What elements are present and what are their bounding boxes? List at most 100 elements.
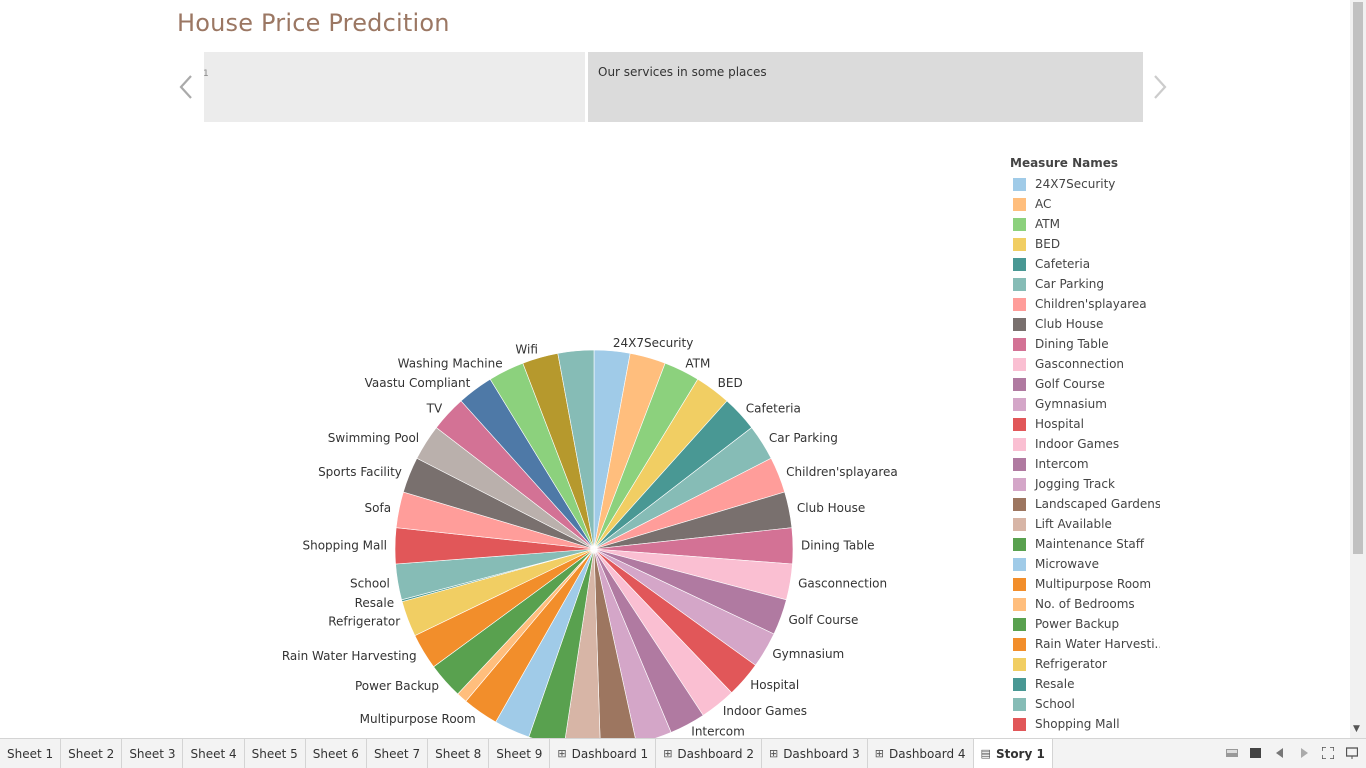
scroll-down-icon[interactable]: ▼ bbox=[1353, 724, 1360, 734]
legend-item[interactable]: BED bbox=[1010, 234, 1160, 254]
legend-item[interactable]: Shopping Mall bbox=[1010, 714, 1160, 734]
pie-slice-label: Sofa bbox=[365, 501, 392, 515]
legend-item[interactable]: Landscaped Gardens bbox=[1010, 494, 1160, 514]
legend-swatch bbox=[1013, 457, 1026, 471]
legend-item[interactable]: No. of Bedrooms bbox=[1010, 594, 1160, 614]
fullscreen-icon[interactable] bbox=[1322, 747, 1334, 759]
legend-item[interactable]: AC bbox=[1010, 194, 1160, 214]
prev-sheet-icon[interactable] bbox=[1274, 747, 1286, 759]
legend-swatch bbox=[1013, 677, 1026, 691]
tab-label: Sheet 6 bbox=[312, 746, 359, 761]
legend-item-label: 24X7Security bbox=[1035, 177, 1116, 191]
legend-item[interactable]: Golf Course bbox=[1010, 374, 1160, 394]
vertical-scrollbar[interactable]: ▼ bbox=[1350, 0, 1366, 738]
pie-slice-label: Gymnasium bbox=[772, 647, 844, 661]
tab-dashboard-4[interactable]: ⊞ Dashboard 4 bbox=[868, 739, 974, 768]
legend-item[interactable]: Refrigerator bbox=[1010, 654, 1160, 674]
legend-item[interactable]: Maintenance Staff bbox=[1010, 534, 1160, 554]
pie-slice-label: Intercom bbox=[691, 725, 745, 738]
tab-sheet-3[interactable]: Sheet 3 bbox=[122, 739, 184, 768]
legend-item[interactable]: Car Parking bbox=[1010, 274, 1160, 294]
legend-item[interactable]: Lift Available bbox=[1010, 514, 1160, 534]
tab-label: Dashboard 1 bbox=[571, 746, 649, 761]
tab-sheet-1[interactable]: Sheet 1 bbox=[0, 739, 62, 768]
legend-item-label: Rain Water Harvesti.. bbox=[1035, 637, 1160, 651]
legend-item[interactable]: Multipurpose Room bbox=[1010, 574, 1160, 594]
legend-item-label: Dining Table bbox=[1035, 337, 1109, 351]
legend-swatch bbox=[1013, 217, 1026, 231]
pie-slice-label: ATM bbox=[685, 356, 710, 370]
pie-slice-label: 24X7Security bbox=[613, 336, 693, 350]
legend-item[interactable]: Cafeteria bbox=[1010, 254, 1160, 274]
pie-slice[interactable] bbox=[564, 548, 601, 738]
legend-swatch bbox=[1013, 477, 1026, 491]
tab-label: Dashboard 2 bbox=[677, 746, 754, 761]
pie-slice-label: Wifi bbox=[515, 343, 538, 357]
legend-item-label: Hospital bbox=[1035, 417, 1084, 431]
legend-item[interactable]: Power Backup bbox=[1010, 614, 1160, 634]
legend-swatch bbox=[1013, 617, 1026, 631]
previous-point-button[interactable] bbox=[174, 70, 198, 104]
legend-item[interactable]: Jogging Track bbox=[1010, 474, 1160, 494]
legend-item-label: Refrigerator bbox=[1035, 657, 1107, 671]
tab-dashboard-1[interactable]: ⊞ Dashboard 1 bbox=[550, 739, 657, 768]
tab-sheet-2[interactable]: Sheet 2 bbox=[61, 739, 123, 768]
legend-item-label: Golf Course bbox=[1035, 377, 1105, 391]
legend-item[interactable]: Microwave bbox=[1010, 554, 1160, 574]
legend-item-label: Lift Available bbox=[1035, 517, 1112, 531]
legend-item[interactable]: 24X7Security bbox=[1010, 174, 1160, 194]
story-point-2[interactable]: Our services in some places bbox=[588, 52, 1143, 122]
tab-sheet-8[interactable]: Sheet 8 bbox=[428, 739, 490, 768]
legend-item[interactable]: Dining Table bbox=[1010, 334, 1160, 354]
pie-slice[interactable] bbox=[557, 349, 595, 550]
tab-sheet-7[interactable]: Sheet 7 bbox=[367, 739, 429, 768]
legend-swatch bbox=[1013, 277, 1026, 291]
tab-sheet-9[interactable]: Sheet 9 bbox=[489, 739, 551, 768]
legend-item[interactable]: Resale bbox=[1010, 674, 1160, 694]
legend-item-label: Multipurpose Room bbox=[1035, 577, 1152, 591]
legend-item[interactable]: Rain Water Harvesti.. bbox=[1010, 634, 1160, 654]
legend-swatch bbox=[1013, 637, 1026, 651]
legend-item[interactable]: Intercom bbox=[1010, 454, 1160, 474]
pie-slice-label: Power Backup bbox=[355, 679, 439, 693]
tab-controls bbox=[1226, 747, 1358, 759]
pie-slice[interactable] bbox=[593, 548, 636, 738]
pie-slice-label: Golf Course bbox=[788, 613, 858, 627]
legend-swatch bbox=[1013, 317, 1026, 331]
legend-item-label: School bbox=[1035, 697, 1075, 711]
sheet-sorter-icon[interactable] bbox=[1226, 747, 1238, 759]
story-point-2-caption: Our services in some places bbox=[598, 65, 767, 79]
pie-slice[interactable] bbox=[593, 548, 672, 738]
legend-item[interactable]: Indoor Games bbox=[1010, 434, 1160, 454]
tab-dashboard-3[interactable]: ⊞ Dashboard 3 bbox=[762, 739, 868, 768]
legend-swatch bbox=[1013, 257, 1026, 271]
legend-item[interactable]: Club House bbox=[1010, 314, 1160, 334]
legend-item[interactable]: Children'splayarea bbox=[1010, 294, 1160, 314]
legend-item[interactable]: Gasconnection bbox=[1010, 354, 1160, 374]
legend-item[interactable]: ATM bbox=[1010, 214, 1160, 234]
legend-item-label: AC bbox=[1035, 197, 1052, 211]
present-icon[interactable] bbox=[1346, 747, 1358, 759]
legend-item-label: No. of Bedrooms bbox=[1035, 597, 1135, 611]
filmstrip-icon[interactable] bbox=[1250, 747, 1262, 759]
tab-story-1[interactable]: ▤ Story 1 bbox=[973, 739, 1053, 768]
legend-item[interactable]: School bbox=[1010, 694, 1160, 714]
tab-label: Sheet 1 bbox=[7, 746, 54, 761]
scrollbar-thumb[interactable] bbox=[1353, 2, 1363, 554]
legend-item[interactable] bbox=[1010, 734, 1160, 738]
legend-item[interactable]: Hospital bbox=[1010, 414, 1160, 434]
tab-dashboard-2[interactable]: ⊞ Dashboard 2 bbox=[656, 739, 762, 768]
tab-sheet-4[interactable]: Sheet 4 bbox=[183, 739, 245, 768]
next-sheet-icon[interactable] bbox=[1298, 747, 1310, 759]
pie-slice-label: Club House bbox=[797, 501, 865, 515]
legend-item-label: Car Parking bbox=[1035, 277, 1104, 291]
next-point-button[interactable] bbox=[1148, 70, 1172, 104]
pie-slice-label: Dining Table bbox=[801, 539, 875, 553]
story-point-1[interactable]: 1 bbox=[204, 52, 585, 122]
tab-sheet-5[interactable]: Sheet 5 bbox=[245, 739, 306, 768]
legend-item[interactable]: Gymnasium bbox=[1010, 394, 1160, 414]
pie-slice-label: Rain Water Harvesting bbox=[282, 649, 417, 663]
pie-slice-label: Vaastu Compliant bbox=[365, 376, 471, 390]
tab-sheet-6[interactable]: Sheet 6 bbox=[306, 739, 367, 768]
pie-slice-label: Cafeteria bbox=[746, 401, 801, 415]
